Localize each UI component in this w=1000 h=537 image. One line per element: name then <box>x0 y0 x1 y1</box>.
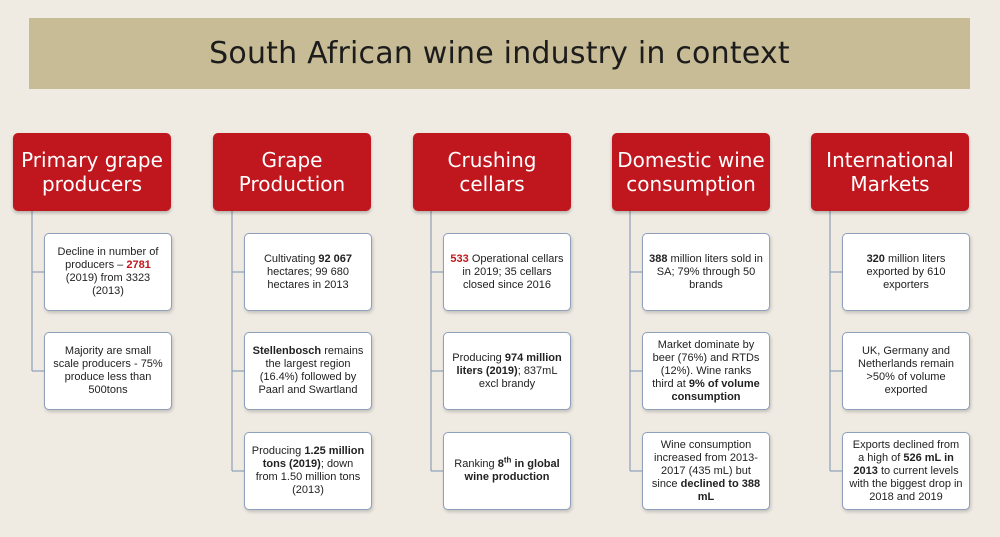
info-text: Market dominate by beer (76%) and RTDs (… <box>649 339 763 404</box>
header-line: Markets <box>850 172 930 196</box>
header-line: International <box>826 148 954 172</box>
text-run: ; 837mL excl brandy <box>478 364 558 390</box>
header-line: Crushing <box>447 148 537 172</box>
bold-text: in global wine production <box>464 458 560 483</box>
info-text: Stellenbosch remains the largest region … <box>251 345 365 397</box>
info-box-international-markets-2: UK, Germany and Netherlands remain >50% … <box>842 332 970 410</box>
header-domestic-wine-consumption: Domestic wine consumption <box>612 133 770 211</box>
page-title: South African wine industry in context <box>209 36 790 71</box>
info-text: Producing 974 million liters (2019); 837… <box>450 352 564 391</box>
info-text: Decline in number of producers – 2781 (2… <box>51 246 165 298</box>
info-text: Cultivating 92 067 hectares; 99 680 hect… <box>251 253 365 292</box>
header-line: cellars <box>459 172 525 196</box>
text-run: hectares; 99 680 hectares in 2013 <box>267 265 349 291</box>
info-box-primary-grape-producers-1: Decline in number of producers – 2781 (2… <box>44 233 172 311</box>
text-run: Producing <box>452 351 505 364</box>
header-line: Grape <box>261 148 323 172</box>
bold-text: th <box>503 455 512 465</box>
bold-text: 92 067 <box>318 252 353 265</box>
header-line: consumption <box>626 172 756 196</box>
info-box-crushing-cellars-2: Producing 974 million liters (2019); 837… <box>443 332 571 410</box>
highlight-number: 2781 <box>126 259 151 271</box>
header-line: Domestic wine <box>617 148 765 172</box>
text-run: ; down from 1.50 million tons (2013) <box>255 458 361 496</box>
bold-text: 526 mL in 2013 <box>853 451 954 477</box>
bold-text: 320 <box>866 252 885 265</box>
text-run: Exports declined from a high of <box>852 438 960 464</box>
text-run: million liters sold in SA; 79% through 5… <box>656 252 763 291</box>
header-grape-production: Grape Production <box>213 133 371 211</box>
header-label: Grape Production <box>235 148 349 196</box>
info-text: UK, Germany and Netherlands remain >50% … <box>849 345 963 397</box>
info-text: 533 Operational cellars in 2019; 35 cell… <box>450 253 564 292</box>
text-run: to current levels with the biggest drop … <box>849 464 963 503</box>
text-run: Producing <box>251 445 305 457</box>
text-run: Majority are small scale producers - 75%… <box>53 345 163 396</box>
text-run: remains the largest region (16.4%) follo… <box>258 345 364 396</box>
info-text: 320 million liters exported by 610 expor… <box>849 253 963 292</box>
bold-text: Stellenbosch <box>252 345 322 357</box>
text-run: Ranking <box>454 458 498 470</box>
header-primary-grape-producers: Primary grape producers <box>13 133 171 211</box>
bold-text: 8 <box>497 458 504 470</box>
header-label: Domestic wine consumption <box>613 148 769 196</box>
info-box-crushing-cellars-3: Ranking 8th in global wine production <box>443 432 571 510</box>
text-run: UK, Germany and Netherlands remain >50% … <box>858 345 954 396</box>
info-box-international-markets-3: Exports declined from a high of 526 mL i… <box>842 432 970 510</box>
header-line: Primary grape <box>21 148 163 172</box>
bold-text: declined to 388 mL <box>680 477 761 503</box>
info-text: Exports declined from a high of 526 mL i… <box>849 439 963 504</box>
info-box-primary-grape-producers-2: Majority are small scale producers - 75%… <box>44 332 172 410</box>
header-line: Production <box>238 172 346 196</box>
header-label: International Markets <box>822 148 958 196</box>
header-crushing-cellars: Crushing cellars <box>413 133 571 211</box>
info-box-domestic-wine-consumption-2: Market dominate by beer (76%) and RTDs (… <box>642 332 770 410</box>
text-run: million liters exported by 610 exporters <box>866 252 946 291</box>
info-text: 388 million liters sold in SA; 79% throu… <box>649 253 763 292</box>
header-label: Crushing cellars <box>444 148 541 196</box>
info-box-international-markets-1: 320 million liters exported by 610 expor… <box>842 233 970 311</box>
info-box-grape-production-3: Producing 1.25 million tons (2019); down… <box>244 432 372 510</box>
info-box-domestic-wine-consumption-1: 388 million liters sold in SA; 79% throu… <box>642 233 770 311</box>
bold-text: 974 million liters (2019) <box>456 351 562 377</box>
info-box-crushing-cellars-1: 533 Operational cellars in 2019; 35 cell… <box>443 233 571 311</box>
info-box-grape-production-2: Stellenbosch remains the largest region … <box>244 332 372 410</box>
info-box-domestic-wine-consumption-3: Wine consumption increased from 2013-201… <box>642 432 770 510</box>
info-text: Majority are small scale producers - 75%… <box>51 345 165 397</box>
info-text: Producing 1.25 million tons (2019); down… <box>251 445 365 497</box>
text-run: Cultivating <box>263 252 319 265</box>
bold-text: 9% of volume consumption <box>671 377 760 403</box>
text-run: Decline in number of producers – <box>57 246 159 271</box>
text-run: (2019) from 3323 (2013) <box>65 272 151 297</box>
text-run: Wine consumption increased from 2013-201… <box>651 438 758 490</box>
header-international-markets: International Markets <box>811 133 969 211</box>
info-text: Ranking 8th in global wine production <box>450 455 564 484</box>
highlight-number: 533 <box>450 252 469 265</box>
info-box-grape-production-1: Cultivating 92 067 hectares; 99 680 hect… <box>244 233 372 311</box>
bold-text: 1.25 million tons (2019) <box>262 445 365 470</box>
bold-text: 388 <box>649 252 668 265</box>
info-text: Wine consumption increased from 2013-201… <box>649 439 763 504</box>
header-label: Primary grape producers <box>17 148 167 196</box>
text-run: Market dominate by beer (76%) and RTDs (… <box>652 338 760 390</box>
header-line: producers <box>41 172 142 196</box>
title-bar: South African wine industry in context <box>29 18 970 89</box>
text-run: Operational cellars in 2019; 35 cellars … <box>462 252 564 291</box>
